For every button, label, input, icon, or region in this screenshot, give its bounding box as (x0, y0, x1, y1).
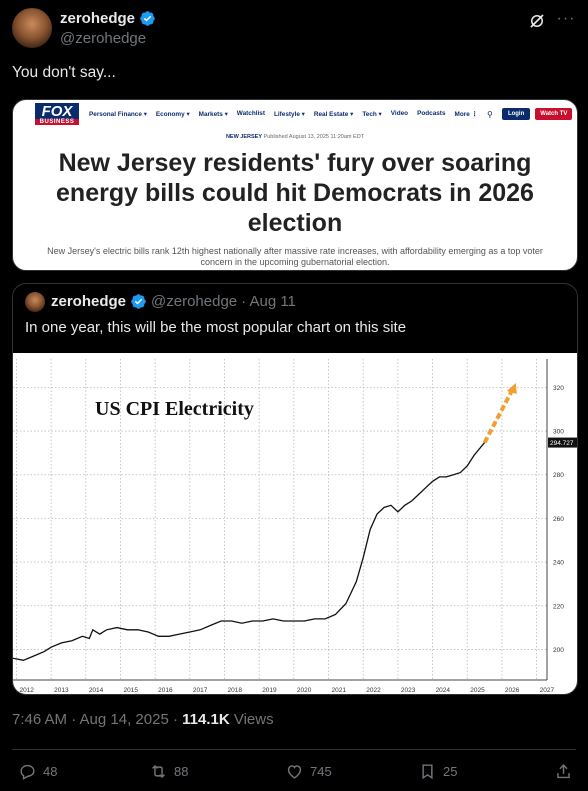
heart-icon (287, 765, 302, 779)
divider (12, 749, 576, 750)
chart-title: US CPI Electricity (95, 398, 254, 420)
x-tick-label: 2017 (193, 687, 208, 694)
quoted-header: zerohedge @zerohedge · Aug 11 (51, 293, 296, 310)
avatar[interactable] (12, 8, 52, 48)
projection-arrowhead (506, 383, 517, 395)
article-nav-item: Economy ▾ (155, 111, 190, 118)
y-tick-label: 220 (553, 603, 564, 610)
x-tick-label: 2016 (158, 687, 173, 694)
quoted-avatar (25, 292, 45, 312)
search-icon: ⚲ (486, 109, 493, 119)
logo-subtext: BUSINESS (35, 119, 79, 125)
share-icon (557, 764, 570, 779)
repost-icon (152, 764, 165, 779)
login-button: Login (501, 108, 531, 120)
quoted-handle: @zerohedge (151, 293, 238, 310)
article-nav-item: Podcasts (417, 110, 446, 117)
like-count: 745 (310, 764, 332, 779)
reply-button[interactable]: 48 (18, 762, 57, 781)
post-header: zerohedge @zerohedge ··· (12, 8, 576, 52)
last-value-box (548, 437, 577, 448)
repost-count: 88 (174, 764, 189, 779)
y-tick-label: 300 (553, 429, 564, 436)
x-tick-label: 2013 (54, 687, 69, 694)
x-tick-label: 2024 (436, 687, 451, 694)
quoted-text: In one year, this will be the most popul… (25, 319, 407, 336)
article-link-card[interactable]: FOX BUSINESS Personal Finance ▾ Economy ▾… (12, 99, 578, 271)
share-button[interactable] (554, 762, 573, 781)
x-tick-label: 2023 (401, 687, 416, 694)
post-timestamp[interactable]: 7:46 AM · Aug 14, 2025 · 114.1K Views (12, 711, 274, 728)
article-dateline: NEW JERSEY Published August 13, 2025 11:… (13, 134, 577, 140)
x-tick-label: 2018 (228, 687, 243, 694)
x-tick-label: 2025 (470, 687, 485, 694)
article-nav-item: Personal Finance ▾ (89, 111, 147, 118)
post-text: You don't say... (12, 64, 116, 81)
article-subhead: New Jersey's electric bills rank 12th hi… (47, 246, 543, 267)
like-button[interactable]: 745 (285, 762, 332, 781)
reply-count: 48 (43, 764, 58, 779)
verified-badge-icon (131, 294, 146, 309)
article-nav-item: Tech ▾ (362, 111, 382, 118)
x-tick-label: 2014 (89, 687, 104, 694)
author-display-name[interactable]: zerohedge (60, 10, 136, 27)
watch-tv-button: Watch TV (535, 108, 573, 120)
x-tick-label: 2020 (297, 687, 312, 694)
article-nav-item: Real Estate ▾ (313, 111, 354, 118)
grok-icon[interactable] (528, 12, 546, 30)
more-options-icon[interactable]: ··· (556, 10, 576, 27)
author-name-row[interactable]: zerohedge (60, 10, 156, 27)
repost-button[interactable]: 88 (149, 762, 188, 781)
article-nav-items: Personal Finance ▾ Economy ▾ Markets ▾ Watc… (89, 110, 478, 118)
series-line-cpi (13, 442, 486, 661)
quoted-display-name: zerohedge (51, 293, 127, 310)
article-section: NEW JERSEY (225, 134, 263, 140)
x-tick-label: 2015 (123, 687, 138, 694)
y-tick-label: 200 (553, 647, 564, 654)
bookmark-button[interactable]: 25 (418, 762, 457, 781)
y-tick-label: 240 (553, 560, 564, 567)
chart-image[interactable]: 200 220 240 260 280 300 320 2012 2013 2014 2015 201… (13, 353, 577, 694)
article-nav-item: More ⋮ (454, 111, 478, 118)
article-published: Published August 13, 2025 11:20am EDT (262, 134, 365, 140)
x-tick-label: 2026 (505, 687, 520, 694)
quoted-date: · Aug 11 (241, 293, 296, 310)
last-value-label: 294.727 (550, 440, 574, 447)
logo-text: FOX (41, 103, 73, 120)
bookmark-icon (422, 764, 433, 780)
x-tick-label: 2021 (332, 687, 347, 694)
bookmark-count: 25 (443, 764, 458, 779)
action-bar: 48 88 745 25 (18, 762, 574, 784)
reply-icon (20, 764, 35, 780)
article-headline: New Jersey residents' fury over soaring … (56, 149, 534, 237)
x-tick-label: 2012 (19, 687, 34, 694)
article-nav-bar: FOX BUSINESS Personal Finance ▾ Economy ▾… (13, 100, 577, 128)
x-tick-label: 2022 (366, 687, 381, 694)
article-nav-item: Lifestyle ▾ (273, 111, 305, 118)
y-tick-label: 320 (553, 385, 564, 392)
article-nav-item: Video (390, 110, 409, 117)
projection-line (482, 388, 515, 444)
fox-business-logo: FOX BUSINESS (35, 103, 79, 125)
cpi-electricity-chart: 200 220 240 260 280 300 320 2012 2013 2014 2015 201… (13, 359, 577, 694)
x-tick-label: 2027 (540, 687, 555, 694)
views-label: Views (229, 711, 274, 728)
article-nav-item: Watchlist (236, 110, 265, 117)
quoted-post[interactable]: zerohedge @zerohedge · Aug 11 In one yea… (12, 283, 578, 695)
y-tick-label: 260 (553, 516, 564, 523)
article-nav-item: Markets ▾ (198, 111, 228, 118)
post-time[interactable]: 7:46 AM · Aug 14, 2025 · (12, 711, 183, 728)
verified-badge-icon (140, 11, 155, 26)
views-count: 114.1K (182, 711, 230, 728)
author-handle[interactable]: @zerohedge (60, 30, 147, 47)
y-tick-label: 280 (553, 472, 564, 479)
x-tick-label: 2019 (262, 687, 277, 694)
